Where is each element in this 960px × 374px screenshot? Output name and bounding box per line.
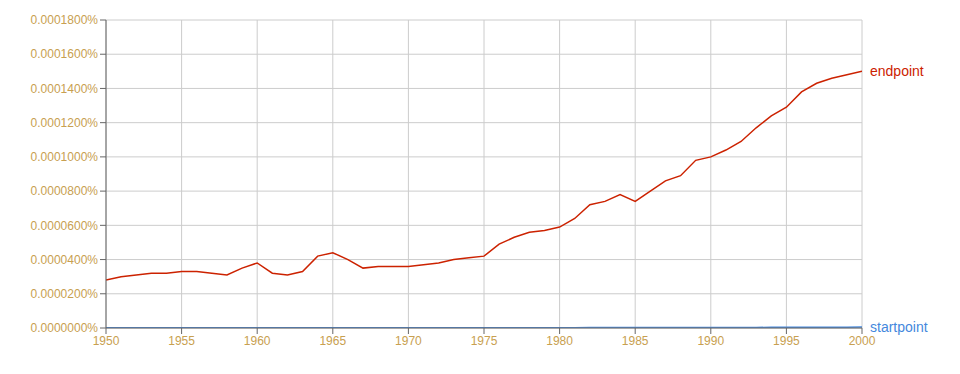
svg-text:0.0001000%: 0.0001000% [31,150,99,164]
svg-text:1965: 1965 [319,334,346,348]
svg-text:0.0000800%: 0.0000800% [31,184,99,198]
svg-text:1980: 1980 [546,334,573,348]
svg-text:0.0000600%: 0.0000600% [31,219,99,233]
svg-text:0.0001200%: 0.0001200% [31,116,99,130]
svg-text:0.0000400%: 0.0000400% [31,253,99,267]
svg-text:0.0001400%: 0.0001400% [31,82,99,96]
svg-text:0.0000000%: 0.0000000% [31,321,99,335]
svg-text:0.0000200%: 0.0000200% [31,287,99,301]
svg-text:1975: 1975 [471,334,498,348]
svg-text:1955: 1955 [168,334,195,348]
svg-text:endpoint: endpoint [870,63,924,79]
svg-text:1995: 1995 [773,334,800,348]
svg-text:2000: 2000 [849,334,876,348]
svg-text:startpoint: startpoint [870,319,928,335]
svg-text:1950: 1950 [93,334,120,348]
svg-text:0.0001800%: 0.0001800% [31,13,99,27]
svg-text:1960: 1960 [244,334,271,348]
svg-text:1985: 1985 [622,334,649,348]
svg-text:1970: 1970 [395,334,422,348]
svg-text:0.0001600%: 0.0001600% [31,47,99,61]
svg-text:1990: 1990 [697,334,724,348]
